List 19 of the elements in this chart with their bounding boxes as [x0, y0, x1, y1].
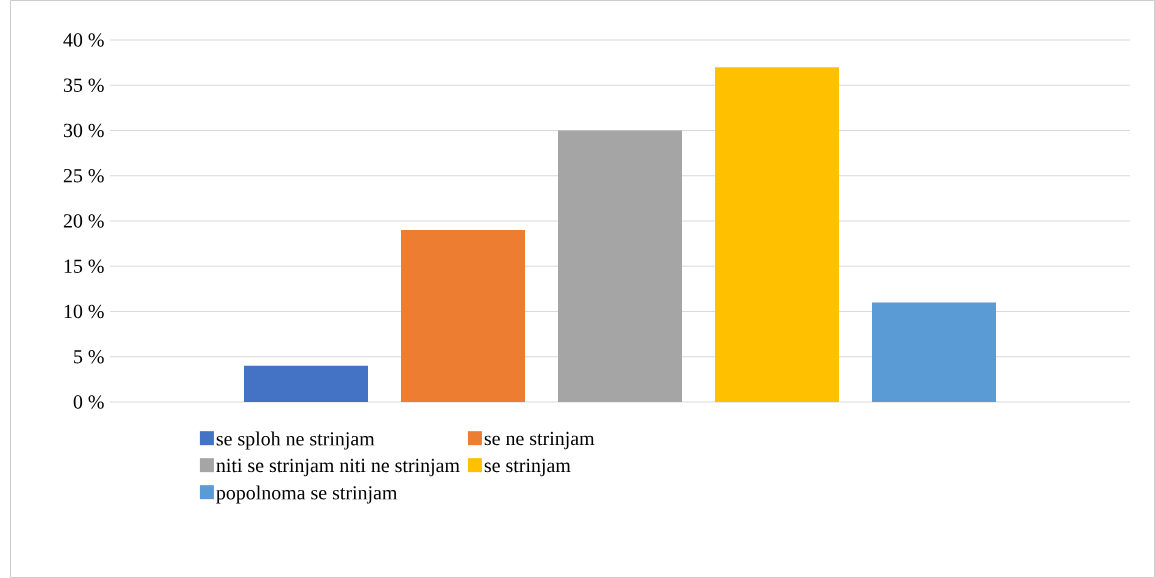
bar	[558, 130, 682, 402]
legend-label: se sploh ne strinjam	[216, 431, 375, 450]
bar	[244, 365, 368, 402]
y-tick-label: 35 %	[63, 78, 104, 92]
y-tick-label: 20 %	[63, 214, 104, 228]
y-tick-label: 25 %	[63, 168, 104, 183]
legend-label: se strinjam	[484, 458, 571, 477]
y-tick-label: 5 %	[74, 349, 104, 364]
y-tick-label: 30 %	[63, 123, 104, 138]
y-tick-label: 40 %	[63, 33, 104, 47]
y-tick-label: 0 %	[73, 395, 104, 409]
legend-label: se ne strinjam	[484, 431, 595, 450]
legend-label: popolnoma se strinjam	[216, 485, 398, 504]
bar	[715, 67, 839, 402]
legend-label: niti se strinjam niti ne strinjam	[216, 458, 460, 477]
bar	[401, 230, 525, 402]
bar	[872, 302, 996, 402]
y-tick-label: 15 %	[64, 259, 104, 273]
y-tick-label: 10 %	[64, 304, 104, 319]
